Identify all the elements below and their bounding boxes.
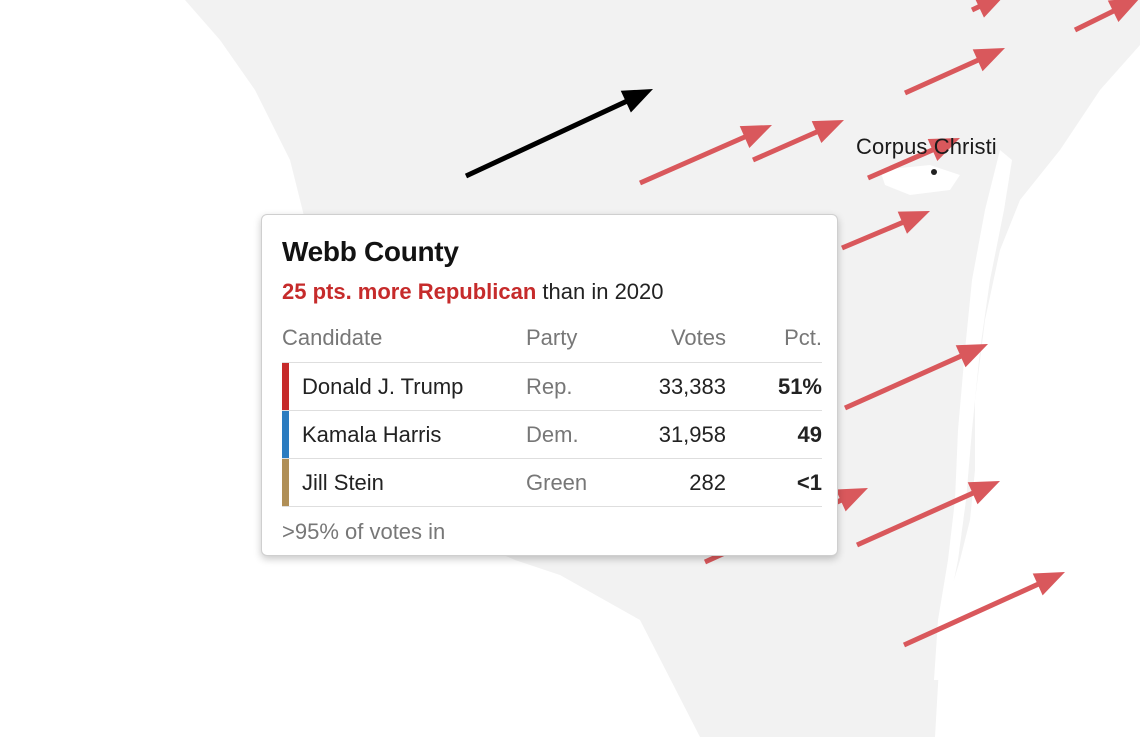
coastal-lagoon (934, 150, 1012, 680)
candidate-party: Dem. (526, 410, 630, 459)
table-row: Donald J. Trump Rep. 33,383 51% (282, 362, 822, 411)
shift-summary: 25 pts. more Republican than in 2020 (282, 278, 821, 306)
shift-rest: than in 2020 (536, 279, 664, 304)
arrow-head (955, 344, 988, 368)
county-shift-arrow (855, 490, 976, 548)
header-party: Party (526, 314, 630, 363)
county-shift-arrow (638, 133, 748, 186)
arrow-head (739, 125, 772, 149)
county-shift-arrow (867, 146, 936, 181)
shift-emphasis: 25 pts. more Republican (282, 279, 537, 304)
coastal-lagoon (880, 165, 960, 195)
reporting-status: >95% of votes in (282, 519, 446, 544)
candidate-party: Rep. (526, 362, 630, 411)
arrow-head (972, 48, 1005, 72)
county-tooltip: Webb County 25 pts. more Republican than… (261, 214, 838, 556)
results-header-row: Candidate Party Votes Pct. (282, 314, 822, 363)
table-row: Kamala Harris Dem. 31,958 49 (282, 410, 822, 459)
arrow-head (1032, 572, 1065, 596)
candidate-pct: 51% (726, 362, 822, 411)
candidate-votes: 31,958 (630, 410, 726, 459)
city-dot (931, 169, 937, 175)
county-shift-arrow (843, 353, 964, 411)
county-title: Webb County (282, 236, 459, 267)
arrow-head (835, 488, 868, 512)
selected-county-shift-arrow (464, 98, 629, 179)
county-shift-arrow (903, 57, 981, 96)
header-pct: Pct. (726, 314, 822, 363)
county-shift-arrow (1073, 8, 1116, 33)
candidate-votes: 33,383 (630, 362, 726, 411)
party-color-swatch (282, 459, 289, 506)
county-shift-arrow (841, 219, 906, 251)
arrow-head (927, 138, 960, 161)
candidate-pct: 49 (726, 410, 822, 459)
arrow-head (620, 89, 653, 113)
arrow-head (897, 211, 930, 234)
candidate-votes: 282 (630, 458, 726, 507)
header-votes: Votes (630, 314, 726, 363)
arrow-head (1107, 0, 1139, 23)
county-shift-arrow (902, 581, 1041, 648)
arrow-head (967, 481, 1000, 505)
arrow-head (811, 120, 844, 144)
party-color-swatch (282, 363, 289, 410)
header-candidate: Candidate (282, 314, 526, 363)
county-shift-arrow (751, 128, 820, 163)
party-color-swatch (282, 411, 289, 458)
candidate-name: Kamala Harris (302, 421, 442, 447)
table-row: Jill Stein Green 282 <1 (282, 458, 822, 507)
results-table: Candidate Party Votes Pct. Donald J. Tru… (282, 314, 822, 507)
candidate-name: Donald J. Trump (302, 373, 464, 399)
candidate-pct: <1 (726, 458, 822, 507)
candidate-name: Jill Stein (302, 469, 384, 495)
candidate-party: Green (526, 458, 630, 507)
city-label-corpus-christi: Corpus Christi (856, 134, 997, 159)
arrow-head (975, 0, 1001, 18)
